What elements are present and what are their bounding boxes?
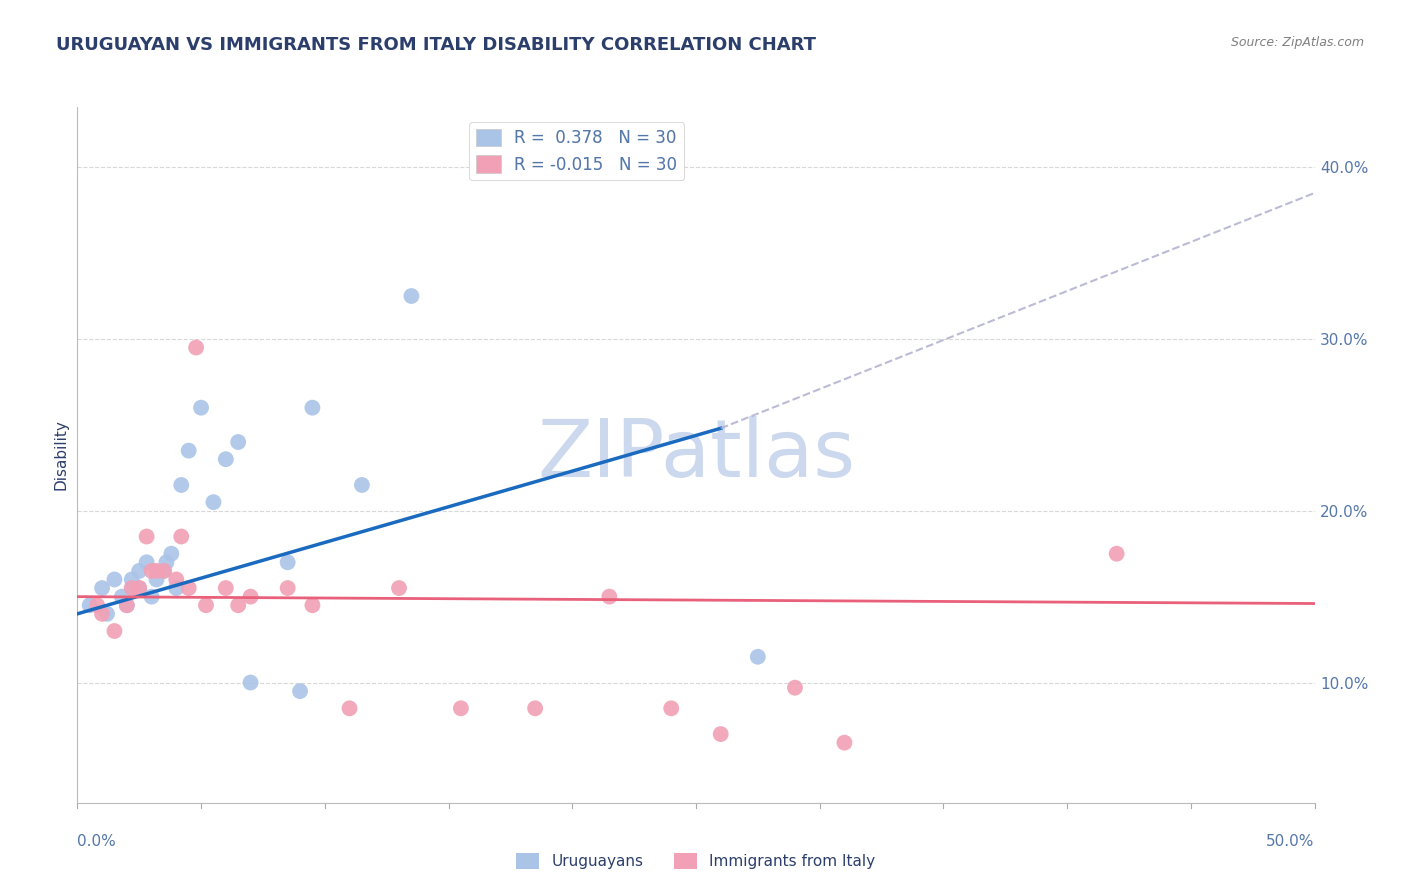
Text: ZIPatlas: ZIPatlas [537, 416, 855, 494]
Point [215, 452, 238, 467]
Point [155, 555, 177, 569]
Point [1105, 547, 1128, 561]
Point [141, 590, 163, 604]
Point [524, 701, 547, 715]
Point [598, 590, 620, 604]
Point [215, 581, 238, 595]
Point [121, 581, 143, 595]
Point [834, 736, 856, 750]
Point [401, 289, 423, 303]
Point [170, 529, 193, 543]
Point [301, 401, 323, 415]
Point [710, 727, 733, 741]
Point [141, 564, 163, 578]
Point [450, 701, 472, 715]
Point [288, 684, 311, 698]
Point [111, 590, 134, 604]
Point [177, 443, 200, 458]
Point [153, 564, 176, 578]
Legend: R =  0.378   N = 30, R = -0.015   N = 30: R = 0.378 N = 30, R = -0.015 N = 30 [470, 122, 683, 180]
Point [121, 573, 143, 587]
Point [195, 599, 218, 613]
Point [226, 435, 249, 450]
Text: 50.0%: 50.0% [1267, 834, 1315, 849]
Point [91, 607, 114, 621]
Point [160, 547, 183, 561]
Y-axis label: Disability: Disability [53, 419, 69, 491]
Point [103, 624, 125, 638]
Point [153, 564, 176, 578]
Point [79, 599, 101, 613]
Point [277, 581, 299, 595]
Point [350, 478, 373, 492]
Point [128, 581, 150, 595]
Point [301, 599, 323, 613]
Point [128, 581, 150, 595]
Point [239, 675, 262, 690]
Point [226, 599, 249, 613]
Point [165, 581, 187, 595]
Point [145, 564, 167, 578]
Point [135, 555, 157, 569]
Point [121, 581, 143, 595]
Point [747, 649, 769, 664]
Point [388, 581, 411, 595]
Point [184, 341, 207, 355]
Point [91, 581, 114, 595]
Point [86, 599, 108, 613]
Point [96, 607, 118, 621]
Point [177, 581, 200, 595]
Point [128, 564, 150, 578]
Point [115, 599, 138, 613]
Text: Source: ZipAtlas.com: Source: ZipAtlas.com [1230, 36, 1364, 49]
Point [659, 701, 682, 715]
Point [202, 495, 225, 509]
Point [239, 590, 262, 604]
Point [135, 529, 157, 543]
Point [115, 599, 138, 613]
Text: 0.0%: 0.0% [77, 834, 117, 849]
Point [190, 401, 212, 415]
Point [277, 555, 299, 569]
Point [103, 573, 125, 587]
Point [339, 701, 361, 715]
Text: URUGUAYAN VS IMMIGRANTS FROM ITALY DISABILITY CORRELATION CHART: URUGUAYAN VS IMMIGRANTS FROM ITALY DISAB… [56, 36, 817, 54]
Point [145, 573, 167, 587]
Point [165, 573, 187, 587]
Point [783, 681, 806, 695]
Point [170, 478, 193, 492]
